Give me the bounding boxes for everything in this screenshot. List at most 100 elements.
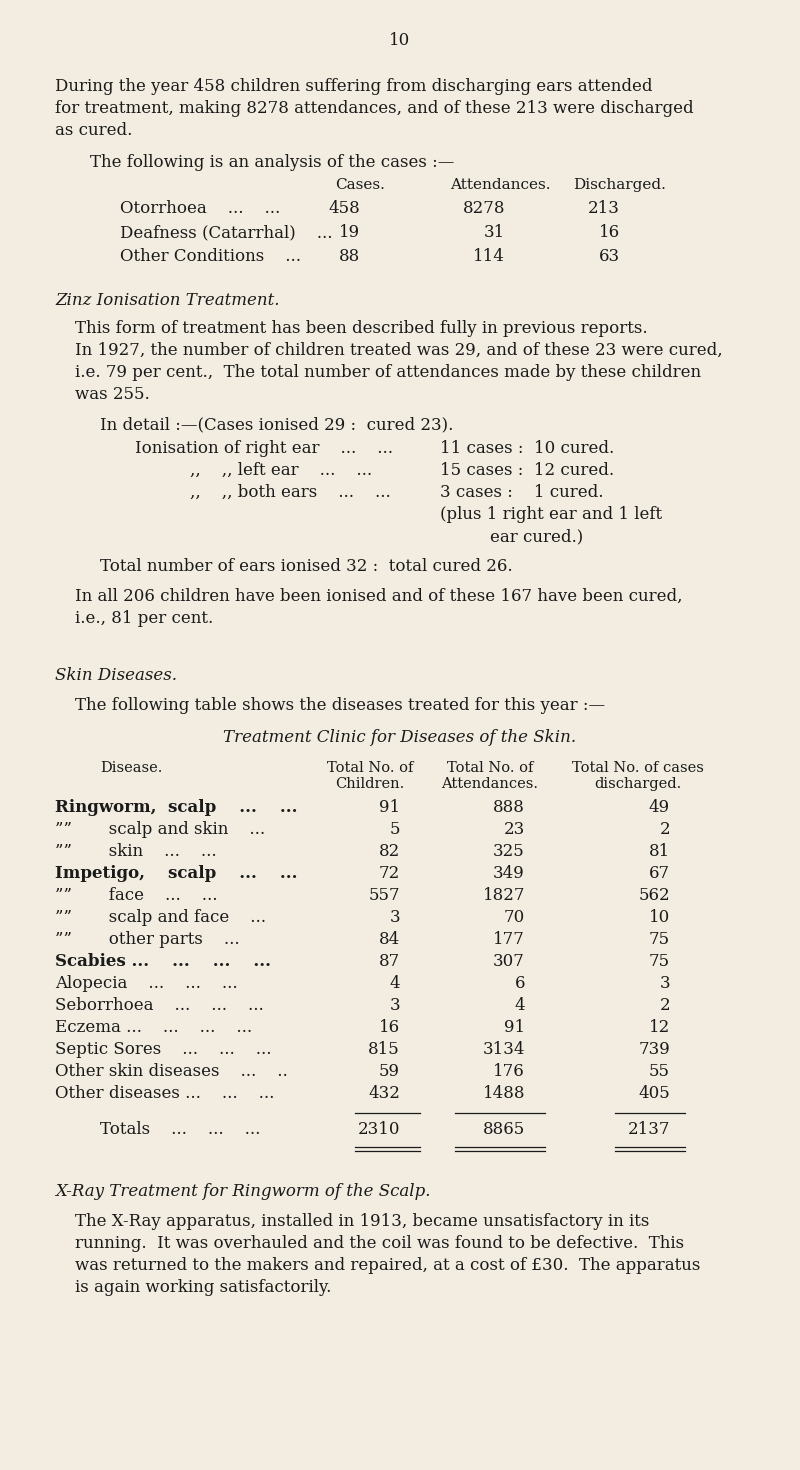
Text: ,,    ,, both ears    ...    ...: ,, ,, both ears ... ...	[190, 484, 390, 501]
Text: (plus 1 right ear and 1 left: (plus 1 right ear and 1 left	[440, 506, 662, 523]
Text: Seborrhoea    ...    ...    ...: Seborrhoea ... ... ...	[55, 997, 264, 1014]
Text: 8278: 8278	[462, 200, 505, 218]
Text: During the year 458 children suffering from discharging ears attended: During the year 458 children suffering f…	[55, 78, 653, 96]
Text: 562: 562	[638, 886, 670, 904]
Text: 11 cases :  10 cured.: 11 cases : 10 cured.	[440, 440, 614, 457]
Text: Impetigo,    scalp    ...    ...: Impetigo, scalp ... ...	[55, 864, 298, 882]
Text: 307: 307	[493, 953, 525, 970]
Text: Skin Diseases.: Skin Diseases.	[55, 667, 177, 684]
Text: Eczema ...    ...    ...    ...: Eczema ... ... ... ...	[55, 1019, 252, 1036]
Text: 70: 70	[504, 908, 525, 926]
Text: 176: 176	[494, 1063, 525, 1080]
Text: 2: 2	[659, 822, 670, 838]
Text: 88: 88	[338, 248, 360, 265]
Text: Ringworm,  scalp    ...    ...: Ringworm, scalp ... ...	[55, 800, 298, 816]
Text: Total number of ears ionised 32 :  total cured 26.: Total number of ears ionised 32 : total …	[100, 559, 513, 575]
Text: 458: 458	[328, 200, 360, 218]
Text: 55: 55	[649, 1063, 670, 1080]
Text: Septic Sores    ...    ...    ...: Septic Sores ... ... ...	[55, 1041, 271, 1058]
Text: 91: 91	[504, 1019, 525, 1036]
Text: 6: 6	[514, 975, 525, 992]
Text: 325: 325	[494, 842, 525, 860]
Text: 49: 49	[649, 800, 670, 816]
Text: Attendances.: Attendances.	[442, 778, 538, 791]
Text: i.e. 79 per cent.,  The total number of attendances made by these children: i.e. 79 per cent., The total number of a…	[75, 365, 701, 381]
Text: 4: 4	[390, 975, 400, 992]
Text: 10: 10	[390, 32, 410, 49]
Text: In 1927, the number of children treated was 29, and of these 23 were cured,: In 1927, the number of children treated …	[75, 343, 722, 359]
Text: ””       other parts    ...: ”” other parts ...	[55, 931, 240, 948]
Text: In all 206 children have been ionised and of these 167 have been cured,: In all 206 children have been ionised an…	[75, 588, 682, 606]
Text: 888: 888	[493, 800, 525, 816]
Text: Ionisation of right ear    ...    ...: Ionisation of right ear ... ...	[135, 440, 393, 457]
Text: 5: 5	[390, 822, 400, 838]
Text: Other diseases ...    ...    ...: Other diseases ... ... ...	[55, 1085, 274, 1102]
Text: Total No. of: Total No. of	[327, 761, 413, 775]
Text: Discharged.: Discharged.	[573, 178, 666, 193]
Text: 72: 72	[378, 864, 400, 882]
Text: was returned to the makers and repaired, at a cost of £30.  The apparatus: was returned to the makers and repaired,…	[75, 1257, 700, 1274]
Text: 3: 3	[659, 975, 670, 992]
Text: 31: 31	[484, 223, 505, 241]
Text: Alopecia    ...    ...    ...: Alopecia ... ... ...	[55, 975, 238, 992]
Text: 19: 19	[339, 223, 360, 241]
Text: The X-Ray apparatus, installed in 1913, became unsatisfactory in its: The X-Ray apparatus, installed in 1913, …	[75, 1213, 650, 1230]
Text: Otorrhoea    ...    ...: Otorrhoea ... ...	[120, 200, 280, 218]
Text: 2310: 2310	[358, 1122, 400, 1138]
Text: 432: 432	[368, 1085, 400, 1102]
Text: ””       scalp and skin    ...: ”” scalp and skin ...	[55, 822, 265, 838]
Text: This form of treatment has been described fully in previous reports.: This form of treatment has been describe…	[75, 320, 648, 337]
Text: Totals    ...    ...    ...: Totals ... ... ...	[100, 1122, 260, 1138]
Text: ””       skin    ...    ...: ”” skin ... ...	[55, 842, 217, 860]
Text: 815: 815	[368, 1041, 400, 1058]
Text: ear cured.): ear cured.)	[490, 528, 583, 545]
Text: 8865: 8865	[482, 1122, 525, 1138]
Text: 405: 405	[638, 1085, 670, 1102]
Text: Total No. of cases: Total No. of cases	[572, 761, 704, 775]
Text: Treatment Clinic for Diseases of the Skin.: Treatment Clinic for Diseases of the Ski…	[223, 729, 577, 745]
Text: Attendances.: Attendances.	[450, 178, 550, 193]
Text: Other Conditions    ...: Other Conditions ...	[120, 248, 301, 265]
Text: 213: 213	[588, 200, 620, 218]
Text: is again working satisfactorily.: is again working satisfactorily.	[75, 1279, 331, 1297]
Text: 114: 114	[473, 248, 505, 265]
Text: X-Ray Treatment for Ringworm of the Scalp.: X-Ray Treatment for Ringworm of the Scal…	[55, 1183, 430, 1200]
Text: 3 cases :    1 cured.: 3 cases : 1 cured.	[440, 484, 603, 501]
Text: 75: 75	[649, 953, 670, 970]
Text: Total No. of: Total No. of	[447, 761, 533, 775]
Text: Disease.: Disease.	[100, 761, 162, 775]
Text: 15 cases :  12 cured.: 15 cases : 12 cured.	[440, 462, 614, 479]
Text: 75: 75	[649, 931, 670, 948]
Text: i.e., 81 per cent.: i.e., 81 per cent.	[75, 610, 214, 628]
Text: Scabies ...    ...    ...    ...: Scabies ... ... ... ...	[55, 953, 271, 970]
Text: 63: 63	[599, 248, 620, 265]
Text: for treatment, making 8278 attendances, and of these 213 were discharged: for treatment, making 8278 attendances, …	[55, 100, 694, 118]
Text: was 255.: was 255.	[75, 387, 150, 403]
Text: 2137: 2137	[627, 1122, 670, 1138]
Text: 3: 3	[390, 997, 400, 1014]
Text: 84: 84	[378, 931, 400, 948]
Text: 67: 67	[649, 864, 670, 882]
Text: 3134: 3134	[482, 1041, 525, 1058]
Text: 82: 82	[378, 842, 400, 860]
Text: 2: 2	[659, 997, 670, 1014]
Text: 349: 349	[494, 864, 525, 882]
Text: ,,    ,, left ear    ...    ...: ,, ,, left ear ... ...	[190, 462, 372, 479]
Text: 16: 16	[379, 1019, 400, 1036]
Text: 81: 81	[649, 842, 670, 860]
Text: Zinz Ionisation Treatment.: Zinz Ionisation Treatment.	[55, 293, 279, 309]
Text: 1827: 1827	[482, 886, 525, 904]
Text: 557: 557	[368, 886, 400, 904]
Text: 59: 59	[379, 1063, 400, 1080]
Text: 739: 739	[638, 1041, 670, 1058]
Text: The following is an analysis of the cases :—: The following is an analysis of the case…	[90, 154, 454, 171]
Text: In detail :—(Cases ionised 29 :  cured 23).: In detail :—(Cases ionised 29 : cured 23…	[100, 416, 454, 434]
Text: 12: 12	[649, 1019, 670, 1036]
Text: Cases.: Cases.	[335, 178, 385, 193]
Text: running.  It was overhauled and the coil was found to be defective.  This: running. It was overhauled and the coil …	[75, 1235, 684, 1252]
Text: Other skin diseases    ...    ..: Other skin diseases ... ..	[55, 1063, 288, 1080]
Text: Children.: Children.	[335, 778, 405, 791]
Text: 91: 91	[379, 800, 400, 816]
Text: 87: 87	[378, 953, 400, 970]
Text: 4: 4	[514, 997, 525, 1014]
